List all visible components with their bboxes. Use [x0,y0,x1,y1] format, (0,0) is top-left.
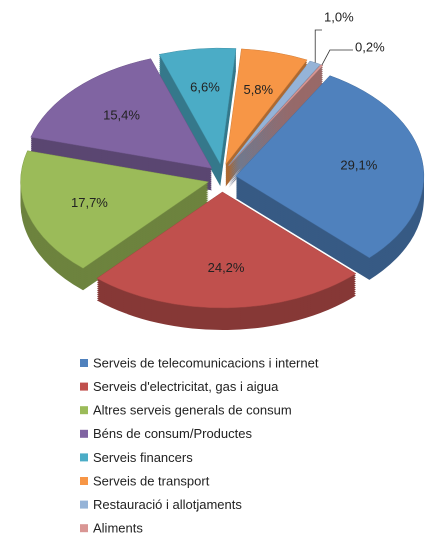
slice-label: 6,6% [190,80,220,95]
legend-label: Béns de consum/Productes [93,426,252,441]
slice-label: 5,8% [243,82,273,97]
legend-swatch [80,524,88,533]
slice-side [228,68,323,170]
leader-line [314,29,322,63]
slice-label: 0,2% [355,39,385,54]
legend-label: Restauració i allotjaments [93,497,242,512]
slice [225,48,308,166]
slice-side [228,66,323,168]
slice-label: 17,7% [71,195,108,210]
slice-side [228,74,323,176]
legend-swatch [80,453,88,462]
legend-swatch [80,406,88,415]
slice [158,47,237,165]
slice-label: 29,1% [340,157,377,172]
slice [20,150,210,269]
legend-swatch [80,500,88,509]
legend-label: Serveis de telecomunicacions i internet [93,355,319,370]
leader-line [321,49,353,66]
slice-side [228,78,323,180]
legend-label: Serveis d'electricitat, gas i aigua [93,379,279,394]
slice-label: 24,2% [208,260,245,275]
legend-label: Serveis financers [93,450,193,465]
legend-label: Altres serveis generals de consum [93,403,292,418]
legend-swatch [80,359,88,367]
slice [235,75,425,259]
legend-label: Serveis de transport [93,473,210,488]
legend-swatch [80,429,88,438]
slice-side [228,70,323,172]
slice-side [228,80,323,182]
slice [96,191,357,309]
slice-label: 15,4% [103,107,140,122]
legend-label: Aliments [93,521,143,536]
slice [30,58,213,169]
legend-swatch [80,477,88,485]
legend-swatch [80,382,88,391]
slice-side [228,76,323,178]
slice-side [228,72,323,174]
slice [228,64,324,167]
slice-label: 1,0% [324,9,354,24]
